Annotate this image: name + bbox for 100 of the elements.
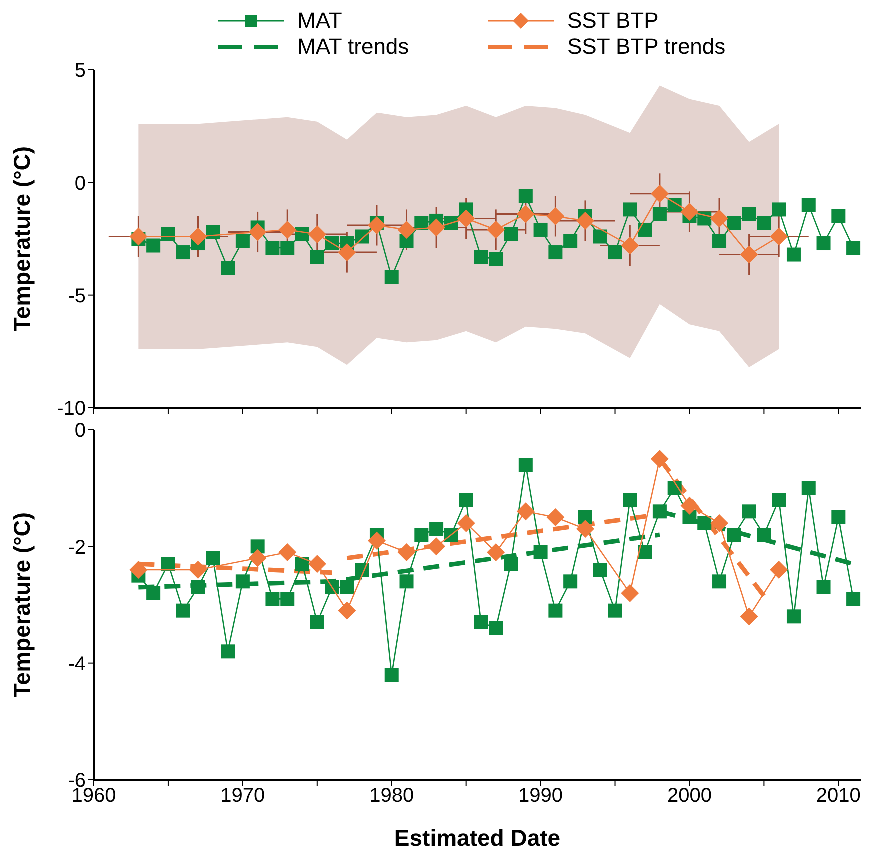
point (757, 216, 772, 230)
point (266, 241, 280, 256)
y-tick-label: 0 (74, 420, 86, 442)
point (816, 580, 831, 594)
point (772, 202, 786, 217)
point (740, 608, 758, 626)
y-tick-label: -10 (57, 398, 86, 420)
point (206, 551, 220, 566)
point (384, 668, 399, 682)
point (368, 532, 386, 550)
point (576, 212, 594, 230)
point (428, 218, 446, 237)
point (548, 604, 563, 618)
point (161, 557, 176, 572)
point (564, 234, 578, 248)
y-tick-label: 0 (74, 172, 86, 195)
point (221, 644, 236, 659)
point (623, 493, 638, 507)
point (786, 248, 801, 262)
point (846, 241, 861, 256)
point (652, 207, 667, 222)
legend-label: SST BTP (568, 8, 659, 34)
point (398, 220, 416, 239)
point (770, 228, 788, 246)
point (487, 220, 506, 239)
point (740, 246, 758, 264)
point (189, 561, 208, 579)
point (236, 234, 250, 248)
point (516, 502, 535, 521)
point (130, 228, 148, 246)
point (189, 228, 208, 246)
point (474, 616, 488, 630)
point (710, 514, 729, 532)
point (608, 604, 622, 618)
point (727, 216, 742, 230)
point (368, 216, 386, 234)
point (489, 621, 504, 636)
point (250, 540, 265, 554)
point (474, 250, 488, 264)
point (489, 252, 504, 266)
y-axis-title: Temperature (°C) (9, 512, 36, 698)
point (638, 222, 652, 237)
point (206, 225, 220, 240)
point (236, 574, 250, 589)
point (487, 544, 506, 562)
y-axis-title: Temperature (°C) (9, 146, 36, 332)
point (668, 481, 682, 496)
point (459, 493, 474, 507)
point (832, 209, 846, 224)
point (400, 574, 414, 589)
point (414, 528, 429, 542)
point (296, 557, 310, 572)
point (593, 563, 608, 577)
point (742, 207, 756, 222)
point (516, 205, 535, 224)
point (680, 202, 699, 221)
point (310, 616, 324, 630)
point (786, 610, 801, 624)
x-tick-label: 1990 (518, 785, 564, 808)
point (846, 592, 861, 606)
point (248, 549, 267, 568)
y-tick-label: 5 (74, 60, 86, 82)
point (578, 510, 592, 524)
x-tick-label: 2010 (816, 785, 861, 808)
point (338, 244, 356, 262)
x-tick-label: 1980 (370, 785, 414, 808)
point (310, 250, 324, 264)
point (548, 246, 563, 260)
point (576, 520, 594, 538)
point (698, 516, 712, 530)
point (280, 592, 295, 606)
point (248, 223, 267, 242)
point (608, 246, 622, 260)
point (772, 493, 786, 507)
point (623, 202, 638, 217)
x-axis-title: Estimated Date (394, 825, 561, 851)
point (757, 528, 772, 542)
point (518, 189, 533, 204)
point (712, 234, 727, 248)
point (802, 481, 816, 496)
point (638, 546, 652, 560)
point (621, 236, 640, 255)
point (457, 514, 476, 532)
point (340, 580, 354, 594)
point (712, 574, 727, 589)
point (534, 546, 548, 560)
y-tick-label: -5 (68, 285, 86, 308)
point (308, 555, 326, 574)
point (650, 450, 669, 468)
text: MAT trends (298, 34, 410, 59)
point (832, 510, 846, 524)
point (338, 602, 356, 620)
point (593, 230, 608, 244)
point (278, 220, 297, 239)
point (546, 508, 565, 526)
point (802, 198, 816, 212)
point (428, 538, 446, 556)
point (130, 561, 148, 579)
point (146, 586, 161, 600)
x-tick-label: 1970 (220, 785, 266, 808)
